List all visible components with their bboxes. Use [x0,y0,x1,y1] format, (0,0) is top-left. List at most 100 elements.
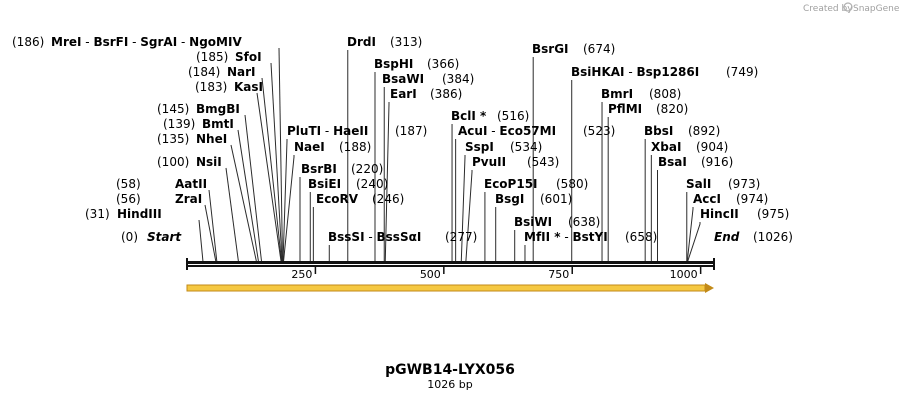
site-position: (534) [510,140,542,154]
site-enzyme-name: AcuI [458,124,487,138]
site-position: (0) [121,230,138,244]
site-enzyme-name: Bsp1286I [636,65,699,79]
restriction-site[interactable]: (638) BsiWI [514,215,600,229]
site-enzyme-name: PvuII [472,155,506,169]
restriction-site[interactable]: (658) MfII * - BstYI [524,230,657,244]
restriction-site[interactable]: (384) BsaWI [382,72,474,86]
site-enzyme-name: SgrAI [140,35,177,49]
restriction-site[interactable]: (0) Start [121,230,182,244]
site-leader-lines [198,47,701,262]
restriction-site[interactable]: (145) BmgBI [157,102,240,116]
site-enzyme-name: EarI [390,87,417,101]
restriction-site[interactable]: (184) NarI [188,65,256,79]
site-leader [460,155,466,262]
site-enzyme-names: NarI [227,65,256,79]
site-enzyme-names: BsrGI [532,42,569,56]
site-enzyme-name: HincII [700,207,739,221]
site-position: (892) [688,124,720,138]
restriction-site[interactable]: (240) BsiEI [308,177,388,191]
site-position: (808) [649,87,681,101]
restriction-site[interactable]: (973) SalI [686,177,760,191]
site-enzyme-names: BsiEI [308,177,341,191]
restriction-site[interactable]: (100) NsiI [157,155,222,169]
restriction-site[interactable]: (534) SspI [465,140,542,154]
restriction-site[interactable]: (139) BmtI [163,117,234,131]
site-leader [204,204,217,262]
restriction-site[interactable]: (904) XbaI [651,140,728,154]
restriction-site[interactable]: (543) PvuII [472,155,559,169]
restriction-site[interactable]: (277) BssSI - BssSαI [328,230,477,244]
restriction-site[interactable]: (916) BsaI [658,155,733,169]
feature-arrow[interactable] [186,283,714,293]
restriction-site[interactable]: (386) EarI [390,87,462,101]
site-name-separator: - [81,35,93,49]
site-enzyme-name: BmgBI [196,102,240,116]
restriction-site[interactable]: (135) NheI [157,132,227,146]
site-enzyme-name: BsiEI [308,177,341,191]
site-enzyme-names: HindIII [117,207,162,221]
plasmid-length: 1026 bp [427,378,472,391]
site-enzyme-names: BsiHKAI - Bsp1286I [571,65,699,79]
backbone-left-end [186,258,188,270]
site-position: (904) [696,140,728,154]
site-enzyme-name: MreI [51,35,81,49]
site-enzyme-names: HincII [700,207,739,221]
site-enzyme-name: MfII * [524,230,561,244]
site-position: (187) [395,124,427,138]
site-leader [208,189,218,262]
site-enzyme-names: KasI [234,80,263,94]
site-enzyme-names: PvuII [472,155,506,169]
site-enzyme-name: BsaI [658,155,687,169]
restriction-site[interactable]: (892) BbsI [644,124,720,138]
site-position: (820) [656,102,688,116]
restriction-site[interactable]: (749) BsiHKAI - Bsp1286I [571,65,758,79]
site-labels: (186) MreI - BsrFI - SgrAI - NgoMIV(185) S… [12,35,793,244]
restriction-site[interactable]: (974) AccI [693,192,768,206]
site-enzyme-name: NgoMIV [189,35,242,49]
site-name-separator: - [625,65,637,79]
site-position: (543) [527,155,559,169]
restriction-site[interactable]: (188) NaeI [294,140,371,154]
site-name-separator: - [177,35,189,49]
restriction-site[interactable]: (523) AcuI - Eco57MI [458,124,615,138]
restriction-site[interactable]: (246) EcoRV [316,192,404,206]
restriction-site[interactable]: (186) MreI - BsrFI - SgrAI - NgoMIV [12,35,242,49]
site-name-separator: - [321,124,333,138]
restriction-site[interactable]: (674) BsrGI [532,42,615,56]
restriction-site[interactable]: (185) SfoI [196,50,262,64]
restriction-site[interactable]: (975) HincII [700,207,789,221]
restriction-site[interactable]: (313) DrdI [347,35,422,49]
site-position: (246) [372,192,404,206]
site-position: (31) [85,207,110,221]
restriction-site[interactable]: (820) PflMI [608,102,688,116]
site-enzyme-names: BbsI [644,124,673,138]
site-position: (601) [540,192,572,206]
site-position: (185) [196,50,228,64]
site-enzyme-names: BsrBI [301,162,337,176]
restriction-site[interactable]: (601) BsgI [495,192,572,206]
site-enzyme-names: BmgBI [196,102,240,116]
feature-bar[interactable] [186,284,706,292]
feature-arrowhead[interactable] [705,283,714,293]
site-enzyme-name: NaeI [294,140,325,154]
site-enzyme-name: HindIII [117,207,162,221]
site-enzyme-name: SalI [686,177,711,191]
restriction-site[interactable]: (31) HindIII [85,207,162,221]
snapgene-credit: Created by SnapGene [803,2,900,14]
site-enzyme-name: PflMI [608,102,642,116]
restriction-site[interactable]: (220) BsrBI [301,162,383,176]
restriction-site[interactable]: (516) BclI * [451,109,529,123]
site-enzyme-names: SspI [465,140,494,154]
site-position: (638) [568,215,600,229]
restriction-site[interactable]: (187) PluTI - HaeII [287,124,427,138]
restriction-site[interactable]: (58) AatII [116,177,207,191]
restriction-site[interactable]: (808) BmrI [601,87,681,101]
site-enzyme-names: BssSI - BssSαI [328,230,421,244]
site-leader [687,222,701,262]
restriction-site[interactable]: (580) EcoP15I [484,177,588,191]
restriction-site[interactable]: (366) BspHI [374,57,459,71]
restriction-site[interactable]: (56) ZraI [116,192,202,206]
restriction-site[interactable]: (1026) End [714,230,793,244]
restriction-site[interactable]: (183) KasI [195,80,263,94]
